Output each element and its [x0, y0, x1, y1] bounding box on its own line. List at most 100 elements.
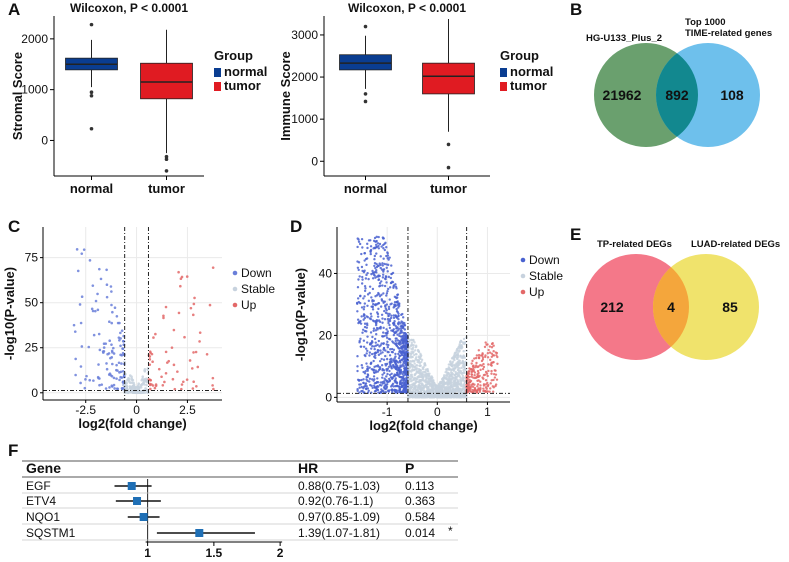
- point-stable: [442, 374, 446, 377]
- point-down: [363, 305, 366, 309]
- point-down: [364, 369, 367, 373]
- point-up: [176, 370, 179, 373]
- point-down: [385, 294, 388, 297]
- point-stable: [459, 380, 463, 384]
- point-down: [401, 375, 405, 378]
- legend-swatch-normal: [214, 68, 221, 77]
- point-down: [383, 284, 387, 288]
- point-stable: [426, 395, 429, 399]
- point-down: [402, 362, 405, 365]
- point-down: [368, 354, 371, 357]
- point-down: [381, 317, 384, 320]
- point-up: [477, 349, 481, 352]
- point-down: [385, 334, 388, 337]
- point-down: [398, 332, 401, 335]
- point-up: [492, 344, 495, 347]
- point-stable: [460, 371, 463, 375]
- point-stable: [144, 387, 147, 390]
- point-down: [79, 365, 83, 368]
- point-down: [381, 351, 384, 354]
- point-down: [378, 282, 382, 285]
- point-down: [392, 364, 395, 368]
- point-stable: [408, 388, 411, 391]
- point-down: [371, 368, 375, 371]
- point-stable: [412, 339, 415, 342]
- point-down: [394, 304, 397, 308]
- point-down: [388, 379, 391, 382]
- point-stable: [414, 388, 417, 391]
- point-up: [154, 383, 158, 386]
- panel-b-venn: 21962 892 108 HG-U133_Plus_2 Top 1000 TIME-re…: [586, 17, 772, 147]
- point-down: [379, 352, 382, 355]
- point-down: [390, 302, 393, 305]
- point-up: [484, 355, 487, 359]
- point-down: [368, 285, 372, 288]
- point-stable: [415, 396, 418, 399]
- point-up: [482, 365, 486, 369]
- point-up: [212, 387, 215, 391]
- point-down: [121, 347, 125, 350]
- point-down: [375, 245, 378, 249]
- point-up: [468, 381, 471, 384]
- point-down: [388, 256, 391, 259]
- point-down: [399, 382, 402, 385]
- point-down: [401, 326, 404, 329]
- point-down: [381, 373, 384, 376]
- point-down: [383, 334, 386, 338]
- point-down: [374, 276, 377, 279]
- point-down: [80, 295, 84, 299]
- point-down: [379, 284, 382, 287]
- point-down: [386, 270, 389, 273]
- point-stable: [408, 346, 411, 349]
- point-up: [171, 377, 175, 381]
- point-stable: [131, 385, 135, 389]
- point-down: [395, 384, 399, 387]
- point-down: [380, 298, 383, 301]
- legend-swatch-stable: [232, 286, 238, 292]
- point-stable: [128, 381, 132, 385]
- point-down: [374, 329, 378, 332]
- point-up: [484, 379, 488, 382]
- point-up: [148, 378, 152, 382]
- point-down: [402, 338, 405, 342]
- point-up: [164, 350, 168, 354]
- point-down: [386, 317, 390, 321]
- point-stable: [447, 386, 451, 390]
- point-down: [401, 372, 404, 376]
- point-down: [372, 359, 375, 363]
- point-down: [375, 262, 378, 266]
- point-down: [389, 360, 392, 364]
- point-down: [358, 383, 361, 386]
- y-tick-label: 0: [41, 133, 48, 147]
- point-down: [401, 345, 404, 348]
- point-down: [359, 295, 362, 298]
- point-down: [366, 271, 369, 275]
- point-up: [473, 376, 477, 380]
- point-down: [404, 337, 408, 341]
- point-down: [377, 302, 380, 305]
- point-down: [382, 326, 385, 330]
- point-stable: [408, 356, 411, 359]
- point-down: [363, 316, 367, 320]
- point-stable: [412, 344, 415, 347]
- point-down: [387, 305, 391, 309]
- point-down: [385, 292, 389, 295]
- point-up: [476, 374, 479, 377]
- point-up: [164, 371, 168, 375]
- point-up: [211, 266, 215, 269]
- point-up: [484, 373, 487, 376]
- point-down: [88, 259, 92, 262]
- point-down: [385, 245, 388, 249]
- point-up: [489, 358, 492, 362]
- point-down: [366, 349, 369, 353]
- y-tick-label: 50: [25, 296, 39, 310]
- venn-value-overlap: 892: [665, 87, 689, 103]
- outlier-point: [164, 169, 169, 173]
- point-down: [371, 271, 375, 275]
- point-up: [192, 380, 195, 384]
- point-stable: [455, 393, 459, 396]
- point-down: [392, 348, 396, 352]
- point-down: [375, 311, 379, 314]
- point-down: [118, 339, 121, 342]
- point-up: [490, 346, 494, 349]
